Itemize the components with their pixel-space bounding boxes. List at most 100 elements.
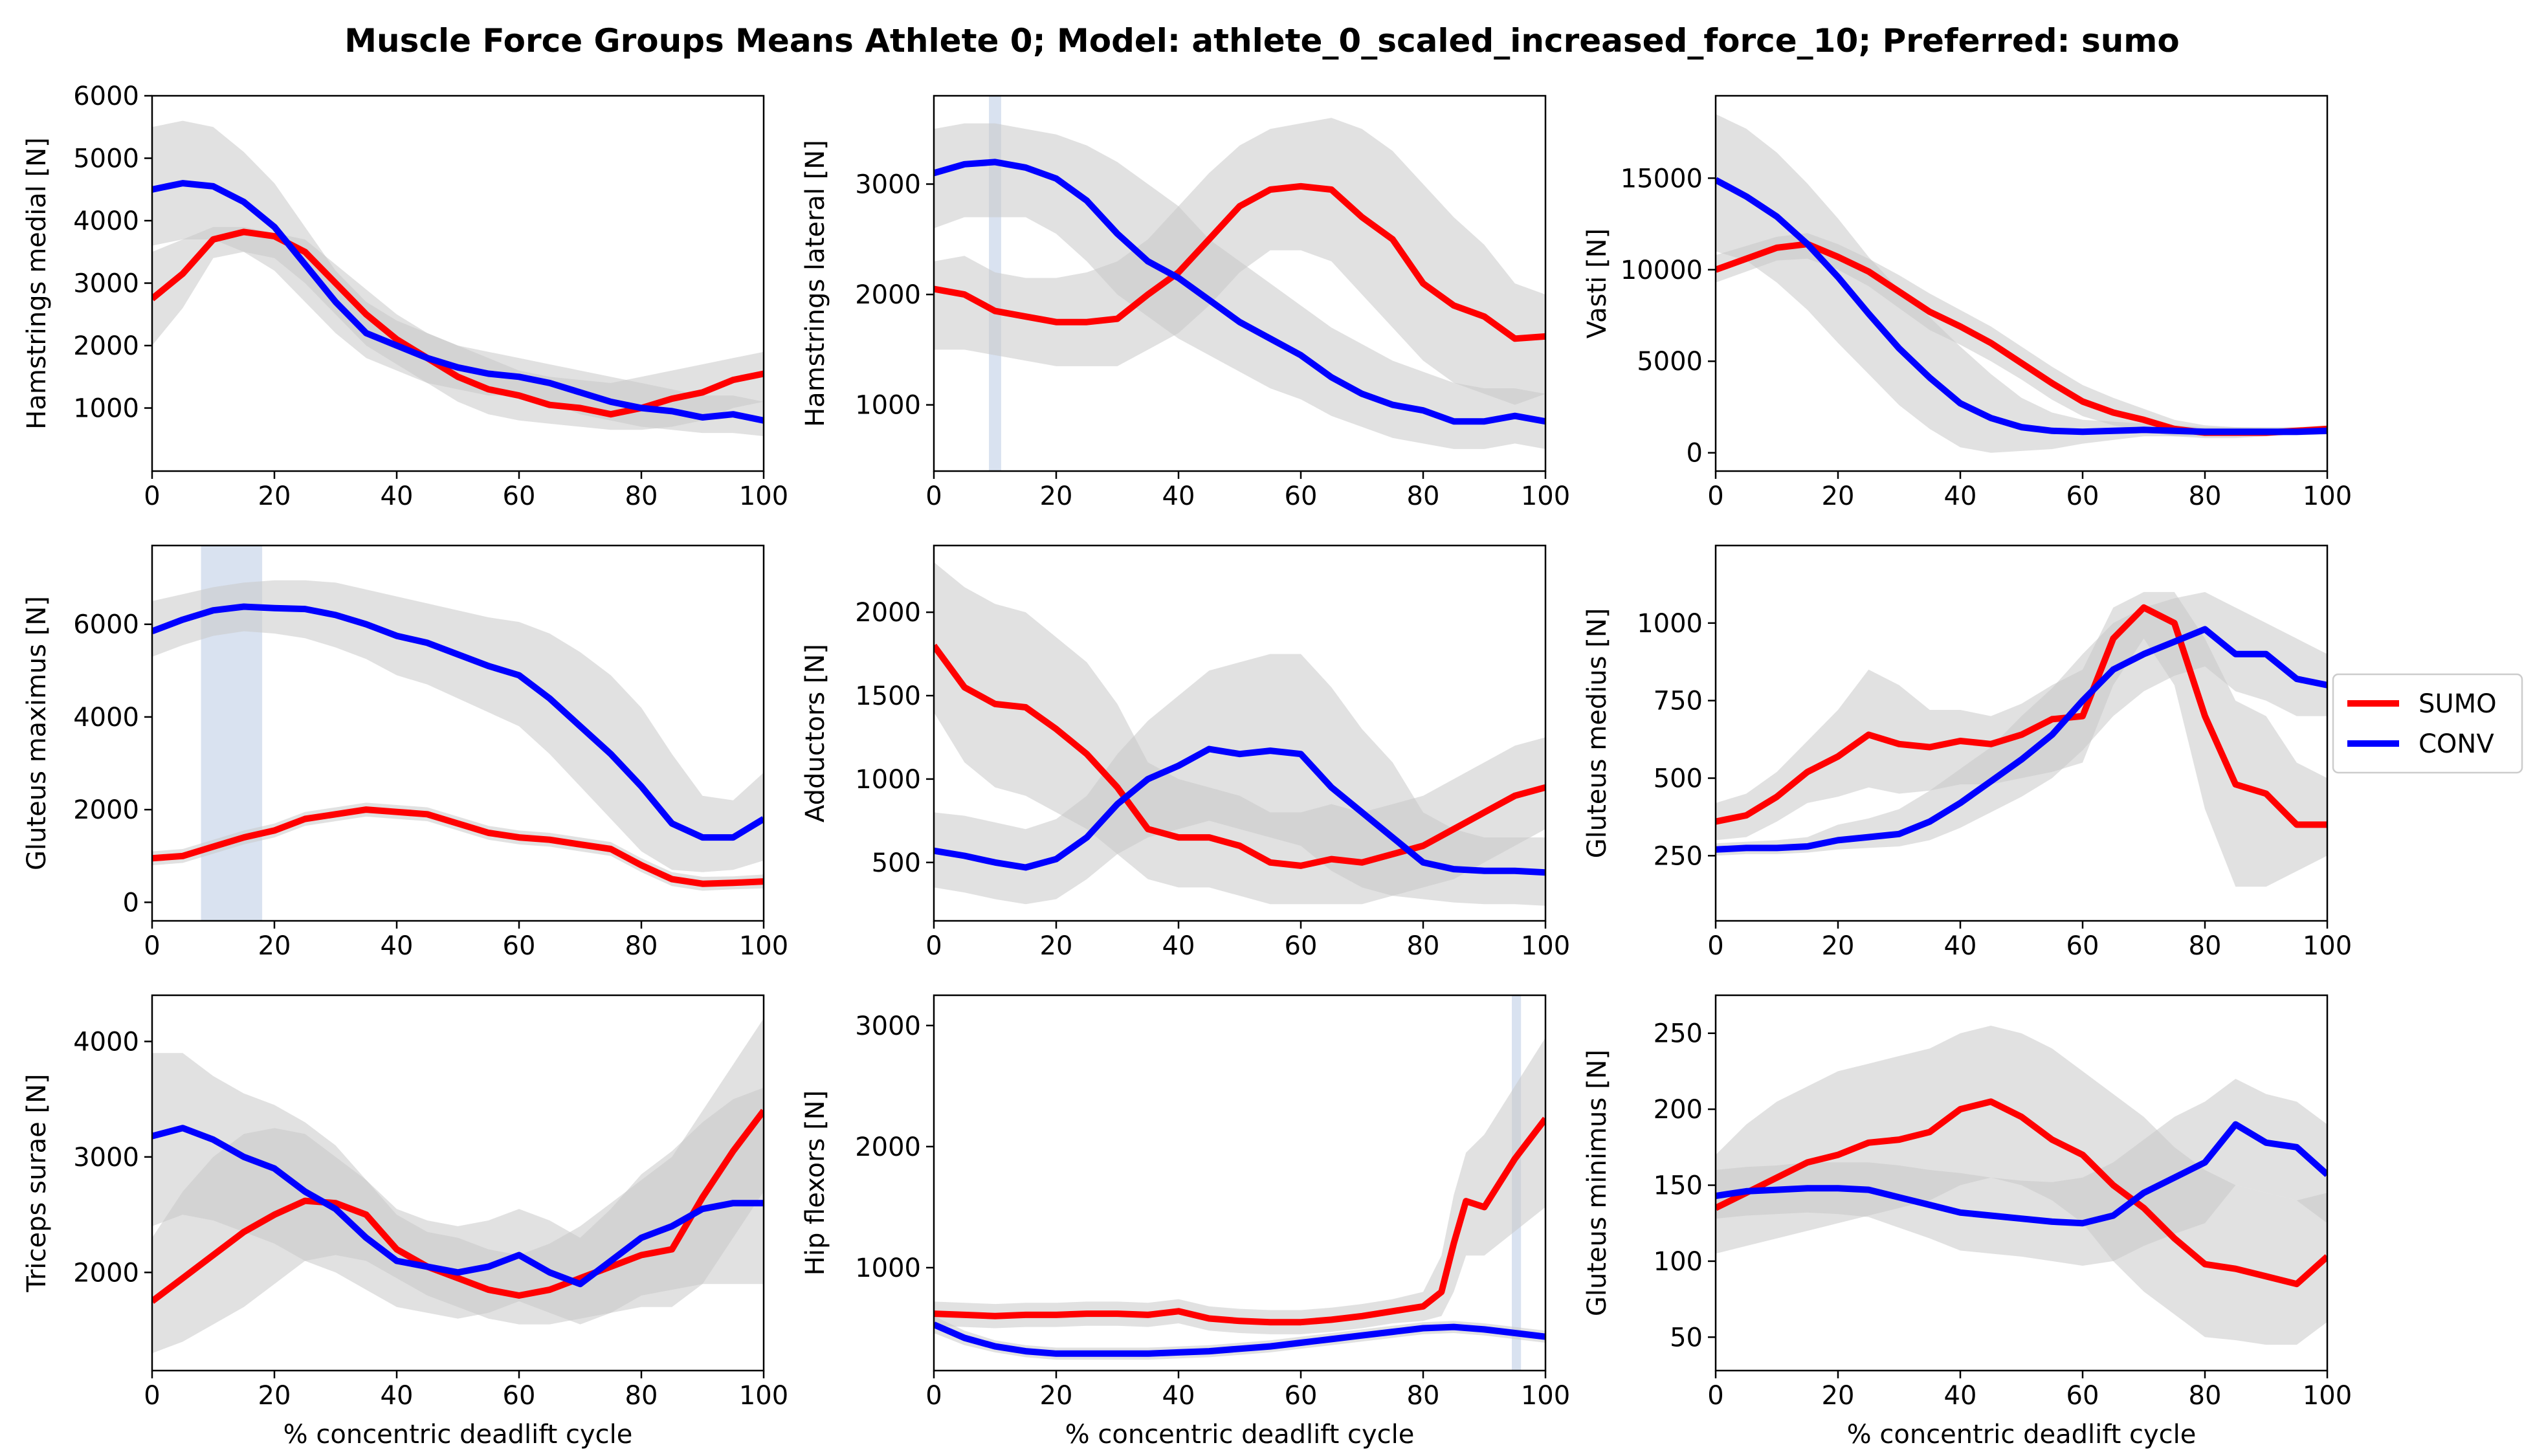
band-sumo — [1716, 1026, 2327, 1345]
plot-area — [934, 96, 1545, 471]
x-tick-label: 0 — [1707, 481, 1723, 511]
figure-title: Muscle Force Groups Means Athlete 0; Mod… — [344, 22, 2180, 60]
y-axis-label: Triceps surae [N] — [22, 1074, 52, 1292]
y-tick-label: 100 — [1654, 1247, 1703, 1277]
x-tick-label: 80 — [1407, 931, 1440, 961]
series-line-conv — [152, 603, 764, 841]
x-tick-label: 60 — [1285, 1381, 1318, 1411]
x-tick-label: 100 — [2303, 481, 2352, 511]
y-tick-label: 4000 — [73, 206, 139, 236]
x-tick-label: 40 — [381, 481, 414, 511]
y-tick-label: 0 — [123, 888, 139, 918]
subplot-4: 0 20 40 60 80 100 0 2000 4000 6000 Gluteus maximus… — [22, 544, 788, 961]
y-axis-label: Gluteus maximus [N] — [22, 596, 52, 870]
x-tick-label: 40 — [1162, 481, 1195, 511]
legend-label-sumo: SUMO — [2419, 689, 2497, 719]
y-tick-label: 500 — [872, 848, 921, 878]
subplot-5: 0 20 40 60 80 100 500 1000 1500 2000 Adductors [N] — [801, 544, 1570, 961]
y-tick-label: 2000 — [855, 598, 921, 628]
subplot-grid: 0 20 40 60 80 100100020003000400050006000Hams… — [22, 82, 2352, 1450]
series-line-conv — [934, 159, 1545, 425]
x-tick-label: 80 — [625, 481, 658, 511]
x-tick-label: 0 — [925, 481, 942, 511]
series-line-conv — [1716, 1121, 2327, 1227]
x-tick-label: 100 — [739, 931, 788, 961]
subplot-9: 0 20 40 60 80 100 50 100 150 200 250 Gluteus minimu… — [1582, 994, 2352, 1450]
x-tick-label: 100 — [2303, 1381, 2352, 1411]
axes-frame — [1714, 544, 2329, 922]
plot-area — [934, 995, 1545, 1371]
subplot-7: 0 20 40 60 80 100 2000 3000 4000 Triceps surae [N… — [22, 994, 788, 1450]
plot-area — [152, 1018, 764, 1354]
y-axis-label: Gluteus minimus [N] — [1582, 1050, 1612, 1316]
y-tick-label: 3000 — [855, 1011, 921, 1041]
x-tick-label: 20 — [1040, 931, 1073, 961]
y-tick-label: 4000 — [73, 1027, 139, 1057]
y-tick-label: 3000 — [73, 269, 139, 299]
x-tick-label: 0 — [925, 931, 942, 961]
x-tick-label: 40 — [1944, 931, 1977, 961]
x-tick-label: 60 — [2066, 931, 2099, 961]
x-tick-label: 60 — [2066, 481, 2099, 511]
axes-frame — [933, 544, 1547, 922]
band-sumo — [934, 1037, 1545, 1334]
x-tick-label: 60 — [1285, 481, 1318, 511]
y-tick-label: 6000 — [73, 82, 139, 111]
y-tick-label: 2000 — [855, 280, 921, 310]
x-tick-label: 40 — [1162, 1381, 1195, 1411]
y-tick-label: 10000 — [1621, 256, 1703, 285]
x-tick-label: 100 — [1521, 931, 1570, 961]
axes-frame — [1714, 994, 2329, 1372]
y-tick-label: 2000 — [73, 1258, 139, 1288]
legend-label-conv: CONV — [2419, 729, 2494, 759]
y-tick-label: 4000 — [73, 703, 139, 733]
y-axis-label: Vasti [N] — [1582, 228, 1612, 338]
y-axis-label: Adductors [N] — [801, 644, 830, 822]
band-conv — [934, 1316, 1545, 1360]
y-tick-label: 1500 — [855, 681, 921, 711]
band-conv — [1716, 591, 2327, 856]
x-tick-label: 40 — [381, 931, 414, 961]
x-axis-label: % concentric deadlift cycle — [283, 1420, 633, 1450]
x-tick-label: 0 — [1707, 931, 1723, 961]
x-tick-label: 0 — [144, 481, 160, 511]
x-tick-label: 80 — [1407, 481, 1440, 511]
y-tick-label: 750 — [1654, 687, 1703, 716]
x-tick-label: 60 — [503, 1381, 536, 1411]
x-tick-label: 80 — [2189, 1381, 2222, 1411]
x-tick-label: 60 — [503, 481, 536, 511]
x-tick-label: 0 — [144, 1381, 160, 1411]
subplot-1: 0 20 40 60 80 100 1000 2000 3000 4000 5000 6000 Hams… — [22, 82, 788, 511]
axes-frame — [151, 994, 765, 1372]
series-line-sumo — [934, 643, 1545, 869]
x-tick-label: 20 — [258, 931, 291, 961]
y-tick-label: 15000 — [1621, 164, 1703, 193]
plot-area — [1716, 1026, 2327, 1345]
band-conv — [1716, 114, 2327, 453]
x-tick-label: 80 — [1407, 1381, 1440, 1411]
subplot-8: 0 20 40 60 80 100 1000 2000 3000 Hip flexors [N]%… — [801, 994, 1570, 1450]
band-conv — [934, 654, 1545, 906]
band-sumo — [934, 118, 1545, 405]
band-sumo — [152, 802, 764, 891]
y-tick-label: 250 — [1654, 841, 1703, 871]
y-tick-label: 2000 — [73, 795, 139, 825]
x-tick-label: 60 — [503, 931, 536, 961]
series-line-sumo — [1716, 604, 2327, 828]
x-tick-label: 40 — [1944, 1381, 1977, 1411]
x-tick-label: 0 — [925, 1381, 942, 1411]
y-tick-label: 200 — [1654, 1095, 1703, 1125]
x-tick-label: 20 — [1040, 1381, 1073, 1411]
series-line-conv — [934, 745, 1545, 876]
x-tick-label: 80 — [625, 1381, 658, 1411]
plot-area — [934, 562, 1545, 906]
axes-frame — [151, 544, 765, 922]
series-line-conv — [1716, 177, 2327, 436]
series-line-sumo — [152, 1109, 764, 1304]
band-conv — [152, 1053, 764, 1325]
y-axis-label: Hamstrings lateral [N] — [801, 140, 830, 427]
y-tick-label: 3000 — [73, 1143, 139, 1173]
series-line-conv — [934, 1321, 1545, 1357]
y-tick-label: 1000 — [855, 391, 921, 421]
